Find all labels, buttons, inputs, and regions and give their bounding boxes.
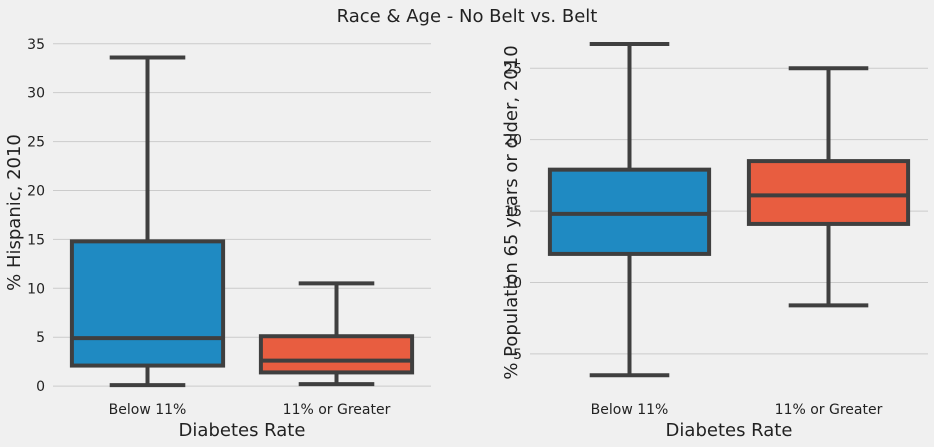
y-tick-label: 0 (36, 379, 45, 395)
box-body (258, 334, 415, 375)
y-tick-label: 20 (27, 183, 45, 199)
x-tick-label: 11% or Greater (775, 402, 883, 418)
y-tick-label: 15 (504, 204, 522, 220)
y-tick-label: 25 (27, 135, 45, 151)
x-tick-label: 11% or Greater (283, 402, 391, 418)
y-axis-label: % Hispanic, 2010 (4, 134, 25, 291)
box-body (69, 239, 226, 368)
y-tick-label: 5 (513, 347, 522, 363)
y-axis-label: % Population 65 years or older, 2010 (501, 45, 522, 379)
y-tick-label: 20 (504, 133, 522, 149)
y-tick-label: 35 (27, 37, 45, 53)
x-axis-label: Diabetes Rate (666, 420, 793, 441)
y-tick-label: 10 (27, 281, 45, 297)
box-body (547, 167, 712, 256)
y-tick-label: 15 (27, 232, 45, 248)
box-1 (69, 55, 226, 388)
box-body (746, 159, 911, 226)
y-tick-label: 25 (504, 61, 522, 77)
x-tick-label: Below 11% (109, 402, 187, 418)
chart-panel-1: 0 5 10 15 20 25 30 35 Below 11% 11% or Greater Dia… (4, 37, 431, 441)
x-tick-label: Below 11% (591, 402, 669, 418)
y-tick-label: 30 (27, 86, 45, 102)
box-2 (258, 281, 415, 387)
chart-panel-2: 5 10 15 20 25 Below 11% 11% or Greater Diabetes… (501, 41, 928, 441)
y-tick-label: 5 (36, 330, 45, 346)
y-tick-label: 10 (504, 275, 522, 291)
x-axis-label: Diabetes Rate (179, 420, 306, 441)
box-2 (746, 66, 911, 308)
box-1 (547, 41, 712, 378)
figure-title: Race & Age - No Belt vs. Belt (336, 6, 598, 27)
